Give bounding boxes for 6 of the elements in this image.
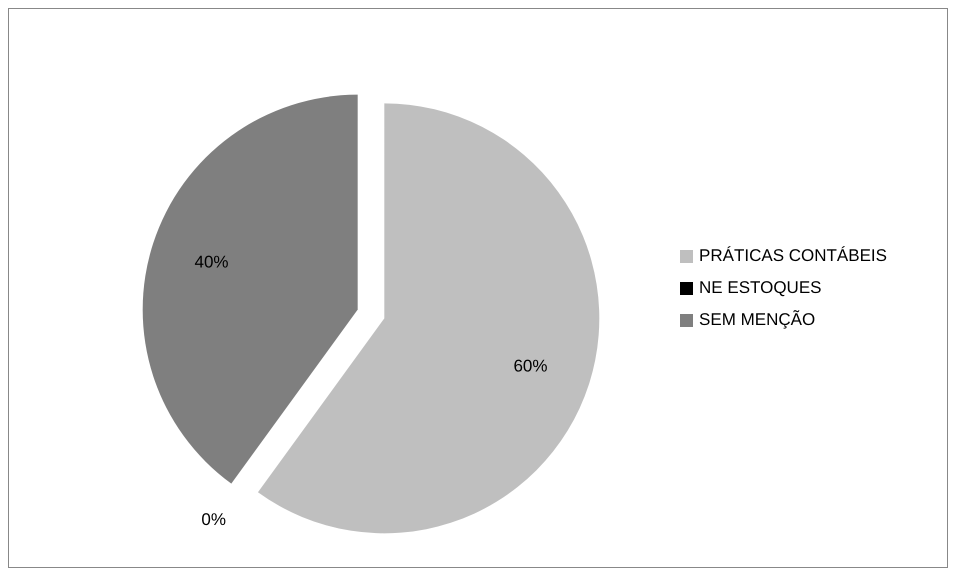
legend-label: SEM MENÇÃO xyxy=(699,309,816,331)
data-label: 60% xyxy=(513,356,548,376)
legend-label: PRÁTICAS CONTÁBEIS xyxy=(699,245,887,267)
text: 0% xyxy=(201,510,226,530)
data-label: 40% xyxy=(194,252,229,272)
legend-label: NE ESTOQUES xyxy=(699,277,822,299)
